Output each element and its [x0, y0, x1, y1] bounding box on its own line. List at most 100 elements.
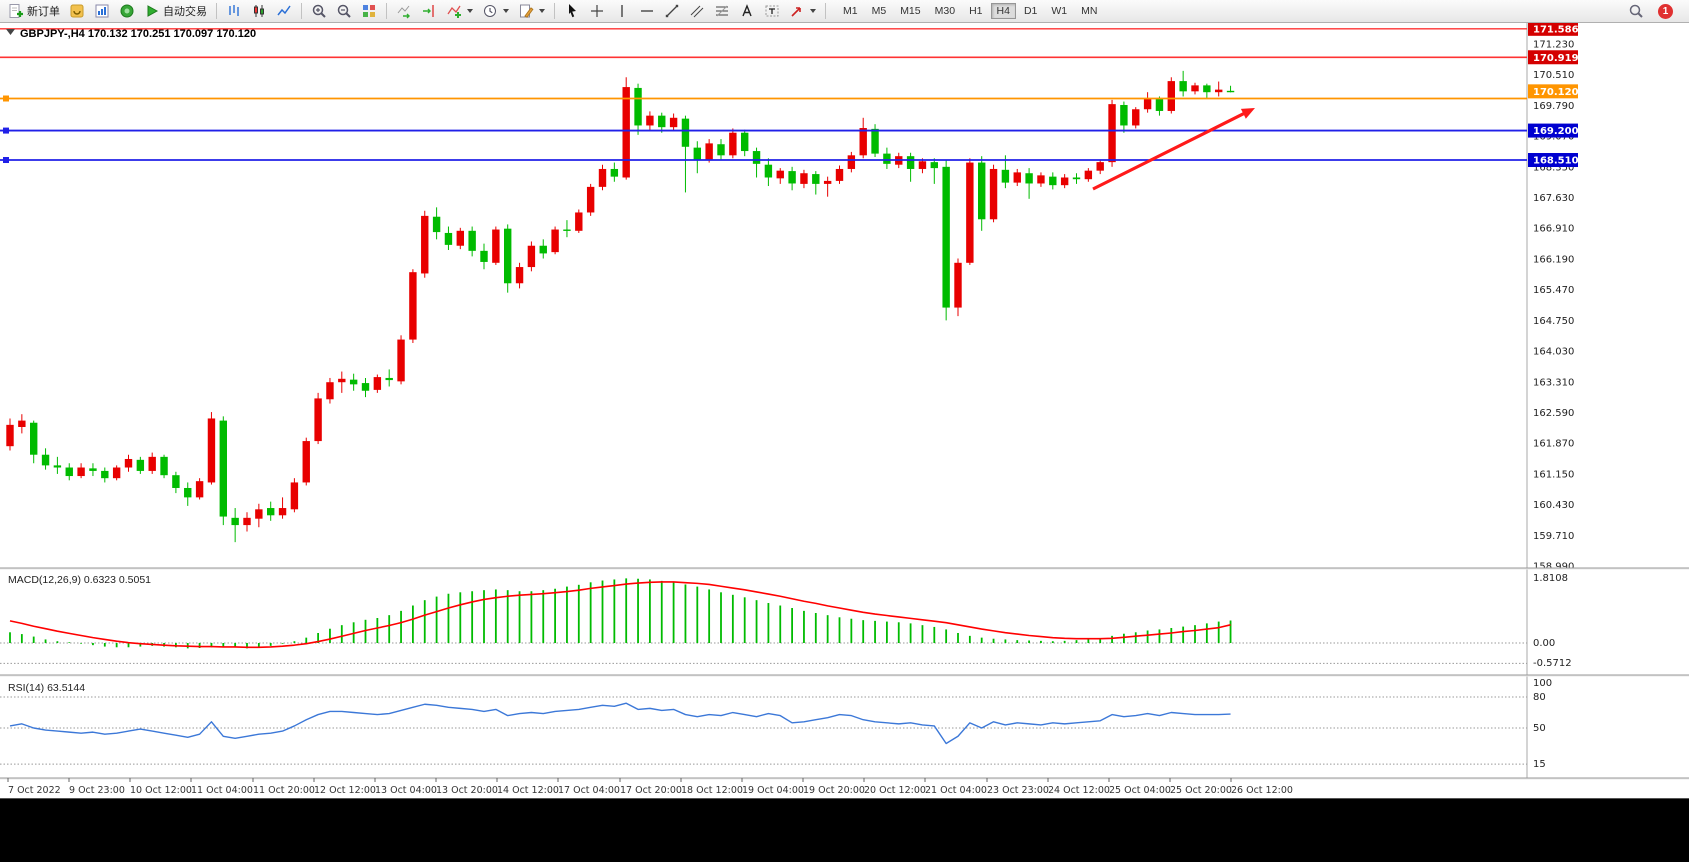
- text-label-button[interactable]: [760, 0, 784, 22]
- time-axis-label: 13 Oct 20:00: [436, 785, 498, 796]
- fibonacci-button[interactable]: [710, 0, 734, 22]
- dropdown-chevron-icon: [810, 9, 816, 13]
- timeframe-group: M1 M5 M15 M30 H1 H4 D1 W1 MN: [837, 3, 1103, 19]
- cursor-button[interactable]: [560, 0, 584, 22]
- timeframe-button-h1[interactable]: H1: [969, 5, 983, 17]
- price-badge: [1528, 50, 1578, 65]
- candle: [421, 215, 429, 274]
- time-axis-label: 9 Oct 23:00: [69, 785, 125, 796]
- macd-scale-label: 1.8108: [1533, 573, 1568, 584]
- templates-button[interactable]: [514, 0, 549, 22]
- periods-button[interactable]: [478, 0, 513, 22]
- rsi-label: RSI(14) 63.5144: [8, 682, 85, 694]
- time-axis-label: 24 Oct 12:00: [1048, 785, 1110, 796]
- zoom-in-button[interactable]: [307, 0, 331, 22]
- data-window-button[interactable]: [115, 0, 139, 22]
- bar-chart-icon: [229, 5, 239, 16]
- candle: [847, 155, 856, 169]
- candle: [1049, 176, 1057, 186]
- candlestick-chart-button[interactable]: [247, 0, 271, 22]
- timeframe-button-mn[interactable]: MN: [1081, 5, 1098, 17]
- trendline-button[interactable]: [660, 0, 684, 22]
- notification-badge[interactable]: 1: [1658, 3, 1673, 19]
- cursor-arrow-icon: [569, 4, 576, 18]
- time-axis-label: 11 Oct 20:00: [253, 785, 315, 796]
- candle: [1072, 177, 1081, 180]
- dropdown-chevron-icon: [467, 9, 473, 13]
- candle: [598, 168, 607, 187]
- timeframe-button-m1[interactable]: M1: [843, 5, 858, 17]
- timeframe-button-h4[interactable]: H4: [990, 3, 1016, 19]
- time-axis-label: 19 Oct 04:00: [742, 785, 804, 796]
- timeframe-button-d1[interactable]: D1: [1023, 5, 1038, 17]
- price-badge: [1528, 153, 1578, 168]
- candle: [989, 168, 998, 220]
- candle: [361, 383, 370, 391]
- candle: [278, 508, 287, 516]
- price-axis-label: 159.710: [1533, 531, 1574, 542]
- candle: [314, 398, 322, 442]
- price-axis-label: 158.990: [1533, 562, 1574, 573]
- candle: [184, 487, 192, 498]
- new-chart-button[interactable]: [90, 0, 114, 22]
- candle: [906, 156, 915, 169]
- arrows-button[interactable]: [785, 0, 820, 22]
- chart-shift-button[interactable]: [417, 0, 441, 22]
- candle: [41, 454, 50, 466]
- candle: [195, 481, 204, 498]
- zoom-out-button[interactable]: [332, 0, 356, 22]
- candle: [622, 87, 630, 178]
- autotrading-label: 自动交易: [163, 6, 207, 18]
- candle: [835, 168, 844, 181]
- line-handle[interactable]: [3, 127, 9, 134]
- candle: [349, 379, 358, 385]
- text-button[interactable]: [735, 0, 759, 22]
- indicators-button[interactable]: [442, 0, 477, 22]
- timeframe-button-m15[interactable]: M15: [900, 5, 921, 17]
- candle: [1096, 162, 1104, 171]
- tile-windows-button[interactable]: [357, 0, 381, 22]
- new-order-button[interactable]: 新订单: [4, 0, 64, 22]
- symbol-dropdown-icon[interactable]: [6, 29, 15, 35]
- crosshair-button[interactable]: [585, 0, 609, 22]
- candle: [741, 132, 749, 152]
- toolbar-separator: [386, 3, 387, 19]
- price-axis-label: 169.790: [1533, 101, 1574, 112]
- price-axis-label: 166.910: [1533, 224, 1574, 235]
- timeframe-button-m5[interactable]: M5: [871, 5, 887, 17]
- candle: [18, 420, 26, 427]
- candle: [966, 162, 974, 263]
- rsi-line: [9, 702, 1231, 745]
- search-button[interactable]: [1624, 0, 1648, 22]
- time-axis-label: 26 Oct 12:00: [1231, 785, 1293, 796]
- timeframe-button-m30[interactable]: M30: [934, 5, 956, 17]
- line-handle[interactable]: [3, 157, 9, 164]
- auto-scroll-button[interactable]: [392, 0, 416, 22]
- data-window-icon: [120, 4, 134, 18]
- horizontal-line-button[interactable]: [635, 0, 659, 22]
- line-handle[interactable]: [3, 95, 9, 102]
- price-axis-label: 165.470: [1533, 285, 1574, 296]
- candle: [219, 420, 227, 517]
- bar-chart-button[interactable]: [222, 0, 246, 22]
- indicators-icon: [447, 5, 461, 18]
- candle: [6, 424, 14, 447]
- autotrading-button[interactable]: 自动交易: [140, 0, 211, 22]
- candle: [112, 467, 121, 479]
- candle: [610, 168, 619, 177]
- candle: [954, 262, 962, 308]
- trend-arrow[interactable]: [1092, 111, 1247, 191]
- timeframe-button-w1[interactable]: W1: [1051, 5, 1068, 17]
- vertical-line-button[interactable]: [610, 0, 634, 22]
- candle: [1143, 98, 1152, 110]
- metaeditor-button[interactable]: [65, 0, 89, 22]
- candle: [397, 339, 405, 382]
- channel-button[interactable]: [685, 0, 709, 22]
- price-badge: [1528, 123, 1578, 138]
- dropdown-chevron-icon: [539, 9, 545, 13]
- candle: [729, 132, 737, 156]
- line-chart-button[interactable]: [272, 0, 296, 22]
- candle: [385, 377, 393, 381]
- time-axis-label: 14 Oct 12:00: [497, 785, 559, 796]
- candle: [586, 186, 595, 213]
